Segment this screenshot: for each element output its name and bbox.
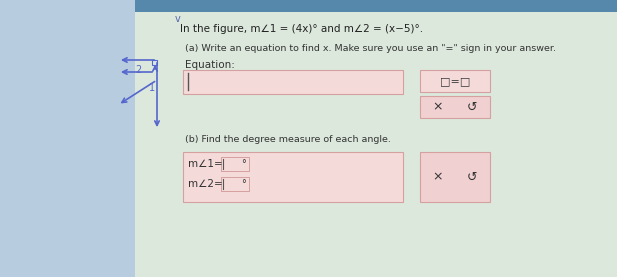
Text: (b) Find the degree measure of each angle.: (b) Find the degree measure of each angl… <box>185 135 391 144</box>
Text: ↺: ↺ <box>466 101 478 114</box>
Text: ×: × <box>433 101 443 114</box>
Bar <box>183 152 403 202</box>
Text: °: ° <box>241 179 246 189</box>
Bar <box>135 0 617 12</box>
Text: m∠2=: m∠2= <box>188 179 223 189</box>
Text: □=□: □=□ <box>440 76 470 86</box>
Bar <box>420 152 490 202</box>
Bar <box>420 70 490 92</box>
Bar <box>221 177 249 191</box>
Bar <box>152 60 157 65</box>
Bar <box>420 96 490 118</box>
Text: v: v <box>175 14 181 24</box>
Text: m∠1=: m∠1= <box>188 159 223 169</box>
Bar <box>0 0 135 277</box>
Bar <box>183 70 403 94</box>
Text: (a) Write an equation to find x. Make sure you use an "=" sign in your answer.: (a) Write an equation to find x. Make su… <box>185 44 556 53</box>
Bar <box>221 157 249 171</box>
Text: °: ° <box>241 159 246 169</box>
Text: ↺: ↺ <box>466 171 478 183</box>
Text: ×: × <box>433 171 443 183</box>
Text: 2: 2 <box>135 65 141 75</box>
Text: In the figure, m∠1 = (4x)° and m∠2 = (x−5)°.: In the figure, m∠1 = (4x)° and m∠2 = (x−… <box>180 24 423 34</box>
Text: Equation:: Equation: <box>185 60 235 70</box>
Text: 1: 1 <box>149 83 155 93</box>
